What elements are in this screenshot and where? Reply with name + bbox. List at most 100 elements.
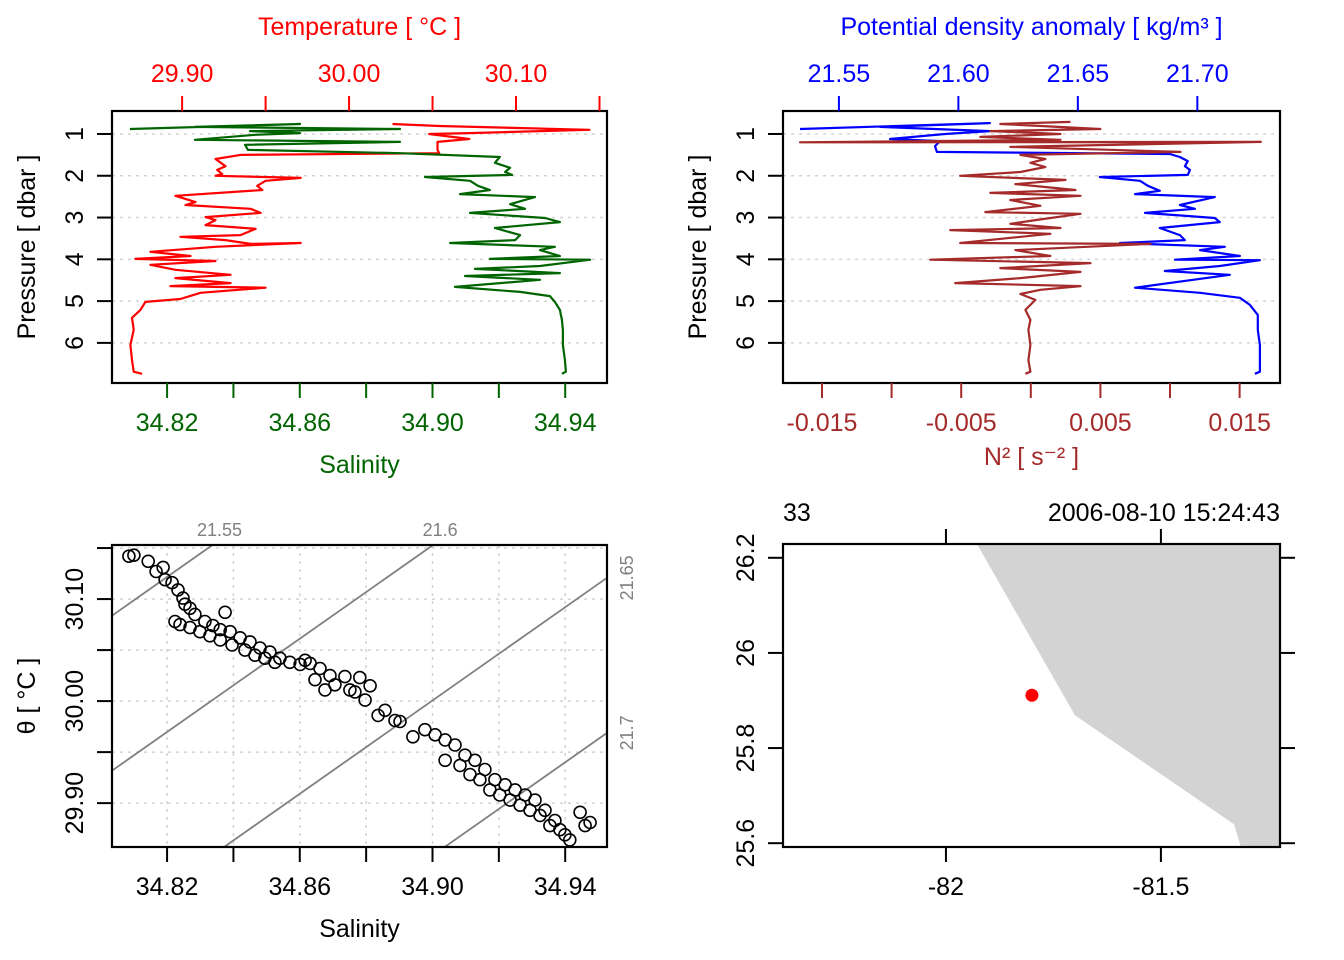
ts-point — [393, 714, 407, 729]
isopycnal-line — [444, 732, 608, 848]
tick-label: 2 — [732, 169, 760, 183]
tick-label: 4 — [61, 252, 89, 266]
tick-label: 34.86 — [269, 873, 332, 901]
ts-point — [323, 668, 337, 683]
ts-point — [573, 805, 587, 820]
tick-label: 21.60 — [927, 60, 990, 88]
tick-label: 0.005 — [1069, 409, 1132, 437]
tick-label: 30.00 — [318, 60, 381, 88]
ts-point — [141, 554, 155, 569]
tick-label: 34.86 — [269, 409, 332, 437]
isopycnal-line — [111, 544, 214, 617]
ts-point — [248, 648, 262, 663]
tick-label: 34.94 — [534, 409, 597, 437]
bottom-axis-title: Salinity — [319, 451, 400, 479]
tick-label: 5 — [61, 294, 89, 308]
y-axis-title: Pressure [ dbar ] — [684, 155, 712, 340]
ts-point — [328, 677, 342, 692]
tick-label: 34.94 — [534, 873, 597, 901]
isopycnal-label: 21.7 — [617, 715, 637, 750]
panel3-bottom-axis: 34.82 34.86 34.90 34.94 — [136, 847, 597, 901]
ts-point — [583, 815, 597, 830]
isopycnal-label: 21.55 — [197, 520, 242, 540]
ts-point — [127, 548, 141, 563]
tick-label: 1 — [61, 127, 89, 141]
ts-point — [533, 808, 547, 823]
panel2-left-axis: 1 2 3 4 5 6 — [732, 127, 783, 350]
ts-point — [198, 614, 212, 629]
tick-label: 30.10 — [485, 60, 548, 88]
tick-label: 34.82 — [136, 409, 199, 437]
tick-label: 30.00 — [61, 670, 89, 733]
tick-label: 25.8 — [732, 724, 760, 773]
tick-label: -0.005 — [926, 409, 997, 437]
ts-point — [206, 618, 220, 633]
panel4-left-axis: 25.6 25.8 26 26.2 — [732, 533, 783, 868]
tick-label: 29.90 — [61, 772, 89, 835]
tick-label: 34.90 — [401, 409, 464, 437]
panel4-bottom-axis: -82 -81.5 — [928, 847, 1189, 901]
ts-point — [562, 833, 577, 847]
panel4-frame — [781, 542, 1282, 849]
ts-point — [538, 803, 552, 818]
ts-point — [158, 572, 172, 587]
y-axis-title: θ [ °C ] — [13, 658, 41, 735]
panel4-top-axis — [944, 529, 1162, 544]
isopycnal-label: 21.6 — [423, 520, 458, 540]
ts-point — [378, 703, 392, 718]
y-axis-title: Pressure [ dbar ] — [13, 155, 41, 340]
isopycnal-line — [223, 577, 608, 848]
ts-point — [371, 708, 385, 723]
isopycnal-label: 21.65 — [617, 555, 637, 600]
station-marker — [1025, 688, 1039, 702]
tick-label: 26 — [732, 639, 760, 667]
ts-point — [338, 669, 352, 684]
ts-point — [468, 753, 482, 768]
ts-point — [213, 622, 227, 637]
ts-point — [173, 617, 187, 632]
tick-label: 26.2 — [732, 533, 760, 582]
ts-point — [122, 549, 136, 564]
tick-label: 21.70 — [1166, 60, 1229, 88]
ts-point — [348, 685, 362, 699]
panel1-left-axis: 1 2 3 4 5 6 — [61, 127, 112, 350]
ts-point — [478, 762, 492, 777]
ts-point — [358, 693, 372, 707]
series-line-temperature — [129, 122, 591, 375]
top-axis-title: Potential density anomaly [ kg/m³ ] — [840, 13, 1222, 41]
ts-point — [149, 564, 163, 579]
ts-point — [188, 607, 202, 622]
panel4-right-axis — [1280, 556, 1295, 845]
series-line-n2 — [798, 120, 1262, 375]
tick-label: 2 — [61, 169, 89, 183]
series-line-potential-density-anomaly — [799, 121, 1262, 375]
tick-label: 6 — [732, 336, 760, 350]
ts-point — [225, 638, 239, 652]
panel2-top-axis: 21.55 21.60 21.65 21.70 — [808, 60, 1229, 111]
ts-point — [448, 738, 462, 752]
ts-point — [313, 661, 327, 676]
ts-point — [553, 822, 567, 837]
ts-point — [363, 678, 377, 693]
tick-label: 21.55 — [808, 60, 871, 88]
ts-point — [176, 591, 190, 605]
ts-point — [352, 670, 367, 685]
panel3-left-axis: 29.90 30.00 30.10 — [61, 547, 112, 835]
series-line-salinity — [129, 122, 592, 375]
tick-label: 30.10 — [61, 568, 89, 631]
tick-label: 5 — [732, 294, 760, 308]
tick-label: 3 — [732, 211, 760, 225]
ts-point — [218, 605, 232, 620]
tick-label: 25.6 — [732, 819, 760, 868]
panel1-bottom-axis: 34.82 34.86 34.90 34.94 — [136, 383, 597, 437]
station-number: 33 — [783, 499, 811, 527]
coastline-land — [976, 544, 1280, 847]
ts-point — [548, 813, 562, 828]
station-datetime: 2006-08-10 15:24:43 — [1048, 499, 1280, 527]
tick-label: 21.65 — [1047, 60, 1110, 88]
ts-point — [308, 672, 322, 687]
panel1-frame — [110, 109, 609, 385]
panel3-frame — [110, 543, 609, 849]
tick-label: 34.82 — [136, 873, 199, 901]
